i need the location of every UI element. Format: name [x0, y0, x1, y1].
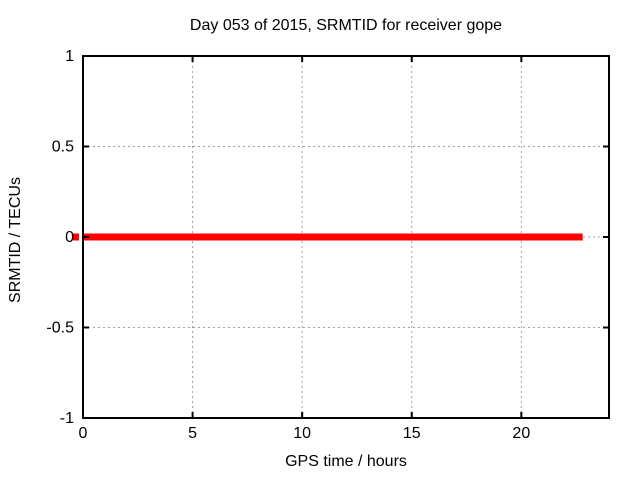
x-tick-label: 15: [403, 425, 421, 442]
y-axis-label: SRMTID / TECUs: [7, 177, 24, 303]
y-tick-label: 1: [65, 48, 74, 65]
chart-title: Day 053 of 2015, SRMTID for receiver gop…: [189, 17, 503, 34]
x-axis-label: GPS time / hours: [285, 453, 407, 470]
y-tick-label: -1: [60, 410, 74, 427]
x-tick-label: 10: [293, 425, 311, 442]
y-tick-label: 0.5: [52, 139, 74, 156]
x-tick-label: 0: [79, 425, 88, 442]
x-tick-label: 5: [188, 425, 197, 442]
x-tick-label: 20: [512, 425, 530, 442]
y-tick-label: -0.5: [46, 320, 74, 337]
y-tick-label: 0: [65, 229, 74, 246]
